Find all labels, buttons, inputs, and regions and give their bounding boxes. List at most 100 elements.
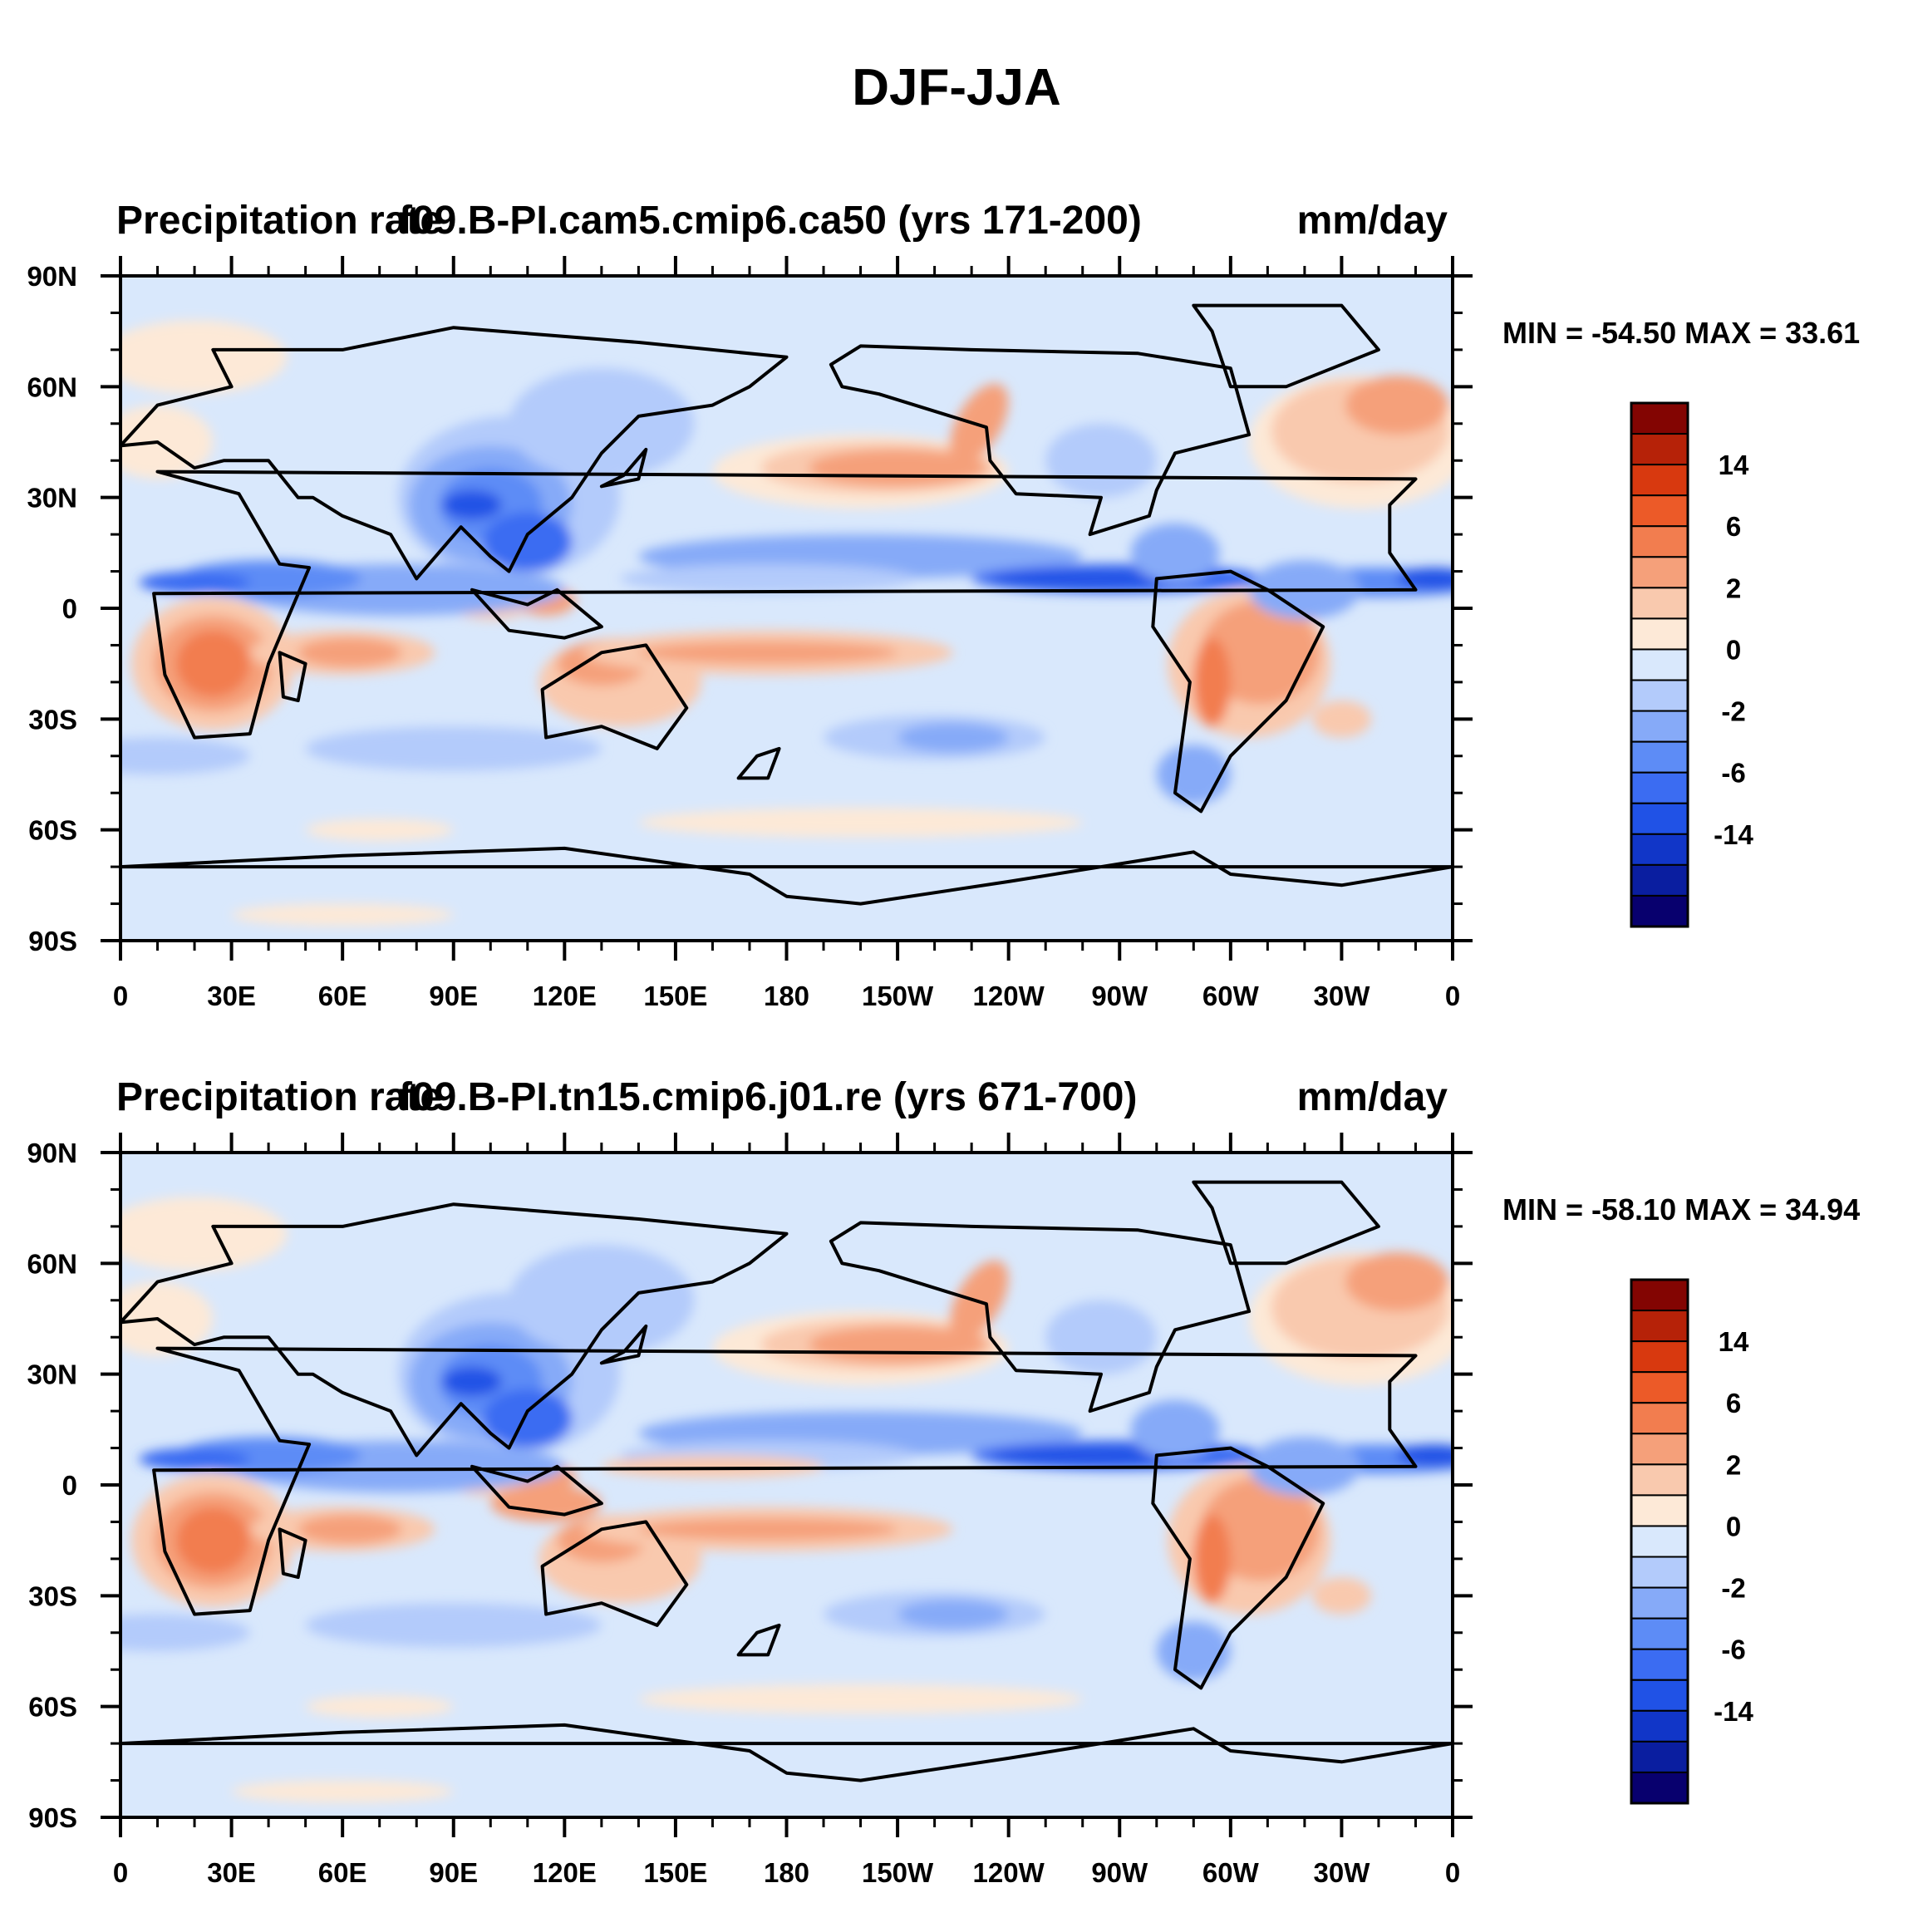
colorbar-swatch — [1630, 863, 1689, 897]
seasia-neg — [483, 512, 573, 572]
colorbar-swatch — [1630, 1771, 1689, 1804]
colorbar-swatch — [1630, 740, 1689, 774]
colorbar-label: 2 — [1726, 573, 1741, 603]
figure-title: DJF-JJA — [852, 59, 1061, 116]
colorbar-swatch — [1630, 1679, 1689, 1712]
japan-coast — [599, 1324, 648, 1365]
colorbar-label: 0 — [1726, 1511, 1741, 1541]
x-tick-label: 150W — [862, 981, 934, 1011]
precip-field — [120, 276, 1453, 941]
panel-left-title: Precipitation rate — [116, 1075, 443, 1119]
africa-neg-core — [139, 571, 250, 594]
panel-center-title: f09.B-PI.tn15.cmip6.j01.re (yrs 671-700) — [399, 1075, 1138, 1119]
x-tick-label: 30E — [207, 981, 256, 1011]
natl-pos-inner — [1345, 1252, 1449, 1312]
eurasia-coast — [120, 1202, 789, 1458]
x-tick-label: 180 — [764, 981, 809, 1011]
samerica-coast — [1151, 1446, 1325, 1690]
nasia-neg — [509, 1245, 695, 1356]
colorbar-swatch — [1630, 1556, 1689, 1589]
med-pos — [120, 405, 214, 479]
safrica-pos-inner — [175, 630, 250, 697]
y-tick-label: 60N — [27, 371, 77, 402]
colorbar-swatch — [1630, 1586, 1689, 1620]
y-tick-label: 0 — [62, 593, 77, 624]
x-tick-label: 0 — [113, 1857, 128, 1888]
precip-field — [120, 1153, 1453, 1817]
x-tick-label: 0 — [1445, 1857, 1460, 1888]
japan-coast — [599, 447, 648, 489]
y-tick-label: 60S — [28, 1692, 77, 1723]
x-tick-label: 60W — [1202, 1857, 1260, 1888]
wpac-neg — [620, 563, 917, 594]
samerica-coast — [1151, 569, 1325, 814]
antarctic-pos — [231, 903, 454, 927]
map-panel-1: Precipitation rate f09.B-PI.cam5.cmip6.c… — [0, 183, 1913, 1055]
samerica-pos-mid — [1201, 1477, 1320, 1581]
colorbar-swatch — [1630, 894, 1689, 927]
y-tick-label: 30N — [27, 483, 77, 514]
so-pos-2 — [305, 1695, 454, 1718]
satl-neg — [120, 737, 250, 774]
x-tick-label: 0 — [113, 981, 128, 1011]
axes: 0 30E 60E 90E 120E 150E 180 150W 120W 90W 60W 30W 0 9… — [27, 1133, 1473, 1888]
colorbar-swatch — [1630, 771, 1689, 804]
x-tick-label: 120E — [533, 981, 597, 1011]
x-tick-label: 120W — [973, 1857, 1045, 1888]
x-tick-label: 90E — [429, 981, 478, 1011]
namerica-neg — [1045, 423, 1157, 498]
colorbar-swatch — [1630, 1709, 1689, 1743]
so-pos — [638, 808, 1083, 838]
x-tick-label: 150E — [643, 981, 707, 1011]
satl-pos — [1311, 701, 1372, 738]
panel-units: mm/day — [1296, 1075, 1448, 1119]
nasia-neg — [509, 368, 695, 479]
colorbar-label: -6 — [1721, 1635, 1745, 1665]
x-tick-label: 30W — [1313, 1857, 1370, 1888]
asia-neg-core — [442, 1366, 502, 1397]
y-tick-label: 30S — [28, 704, 77, 735]
nz-coast — [736, 746, 781, 780]
x-tick-label: 120W — [973, 981, 1045, 1011]
x-tick-label: 60E — [318, 1857, 367, 1888]
x-tick-label: 120E — [533, 1857, 597, 1888]
colorbar-swatch — [1630, 1433, 1689, 1466]
x-tick-label: 180 — [764, 1857, 809, 1888]
andes-pos — [1193, 1514, 1231, 1604]
colorbar-swatch — [1630, 617, 1689, 651]
epac-neg-core — [990, 569, 1176, 588]
satl-neg — [120, 1614, 250, 1651]
colorbar-label: 2 — [1726, 1449, 1741, 1480]
colorbar-swatch — [1630, 556, 1689, 589]
colorbar: 14 6 2 0 -2 -6 -14 — [1630, 1278, 1753, 1805]
so-pos-2 — [305, 819, 454, 842]
colorbar-swatch — [1630, 525, 1689, 558]
colorbar-swatch — [1630, 1402, 1689, 1435]
colorbar-swatch — [1630, 1740, 1689, 1773]
colorbar-swatch — [1630, 1371, 1689, 1404]
x-tick-label: 30E — [207, 1857, 256, 1888]
spac-neg-inner — [897, 1599, 1009, 1630]
colorbar-frame — [1630, 401, 1689, 928]
africa-coast — [152, 1346, 1418, 1616]
x-tick-label: 60E — [318, 981, 367, 1011]
greenland-coast — [1192, 303, 1380, 389]
natl-pos-inner — [1345, 376, 1449, 435]
x-tick-label: 150E — [643, 1857, 707, 1888]
colorbar-label: 0 — [1726, 634, 1741, 665]
x-tick-label: 90W — [1091, 1857, 1148, 1888]
x-tick-label: 150W — [862, 1857, 934, 1888]
europe-pos — [120, 320, 288, 395]
colorbar: 14 6 2 0 -2 -6 -14 — [1630, 401, 1753, 928]
colorbar-swatch — [1630, 1310, 1689, 1343]
x-tick-label: 0 — [1445, 981, 1460, 1011]
colorbar-swatch — [1630, 710, 1689, 743]
namerica-coast — [829, 344, 1252, 537]
panel-units: mm/day — [1296, 199, 1448, 243]
africa-neg-core — [139, 1448, 250, 1471]
namerica-coast — [829, 1221, 1252, 1413]
sio-pos-inner — [298, 1514, 402, 1545]
colorbar-swatch — [1630, 433, 1689, 466]
x-tick-label: 90W — [1091, 981, 1148, 1011]
europe-pos — [120, 1197, 288, 1271]
